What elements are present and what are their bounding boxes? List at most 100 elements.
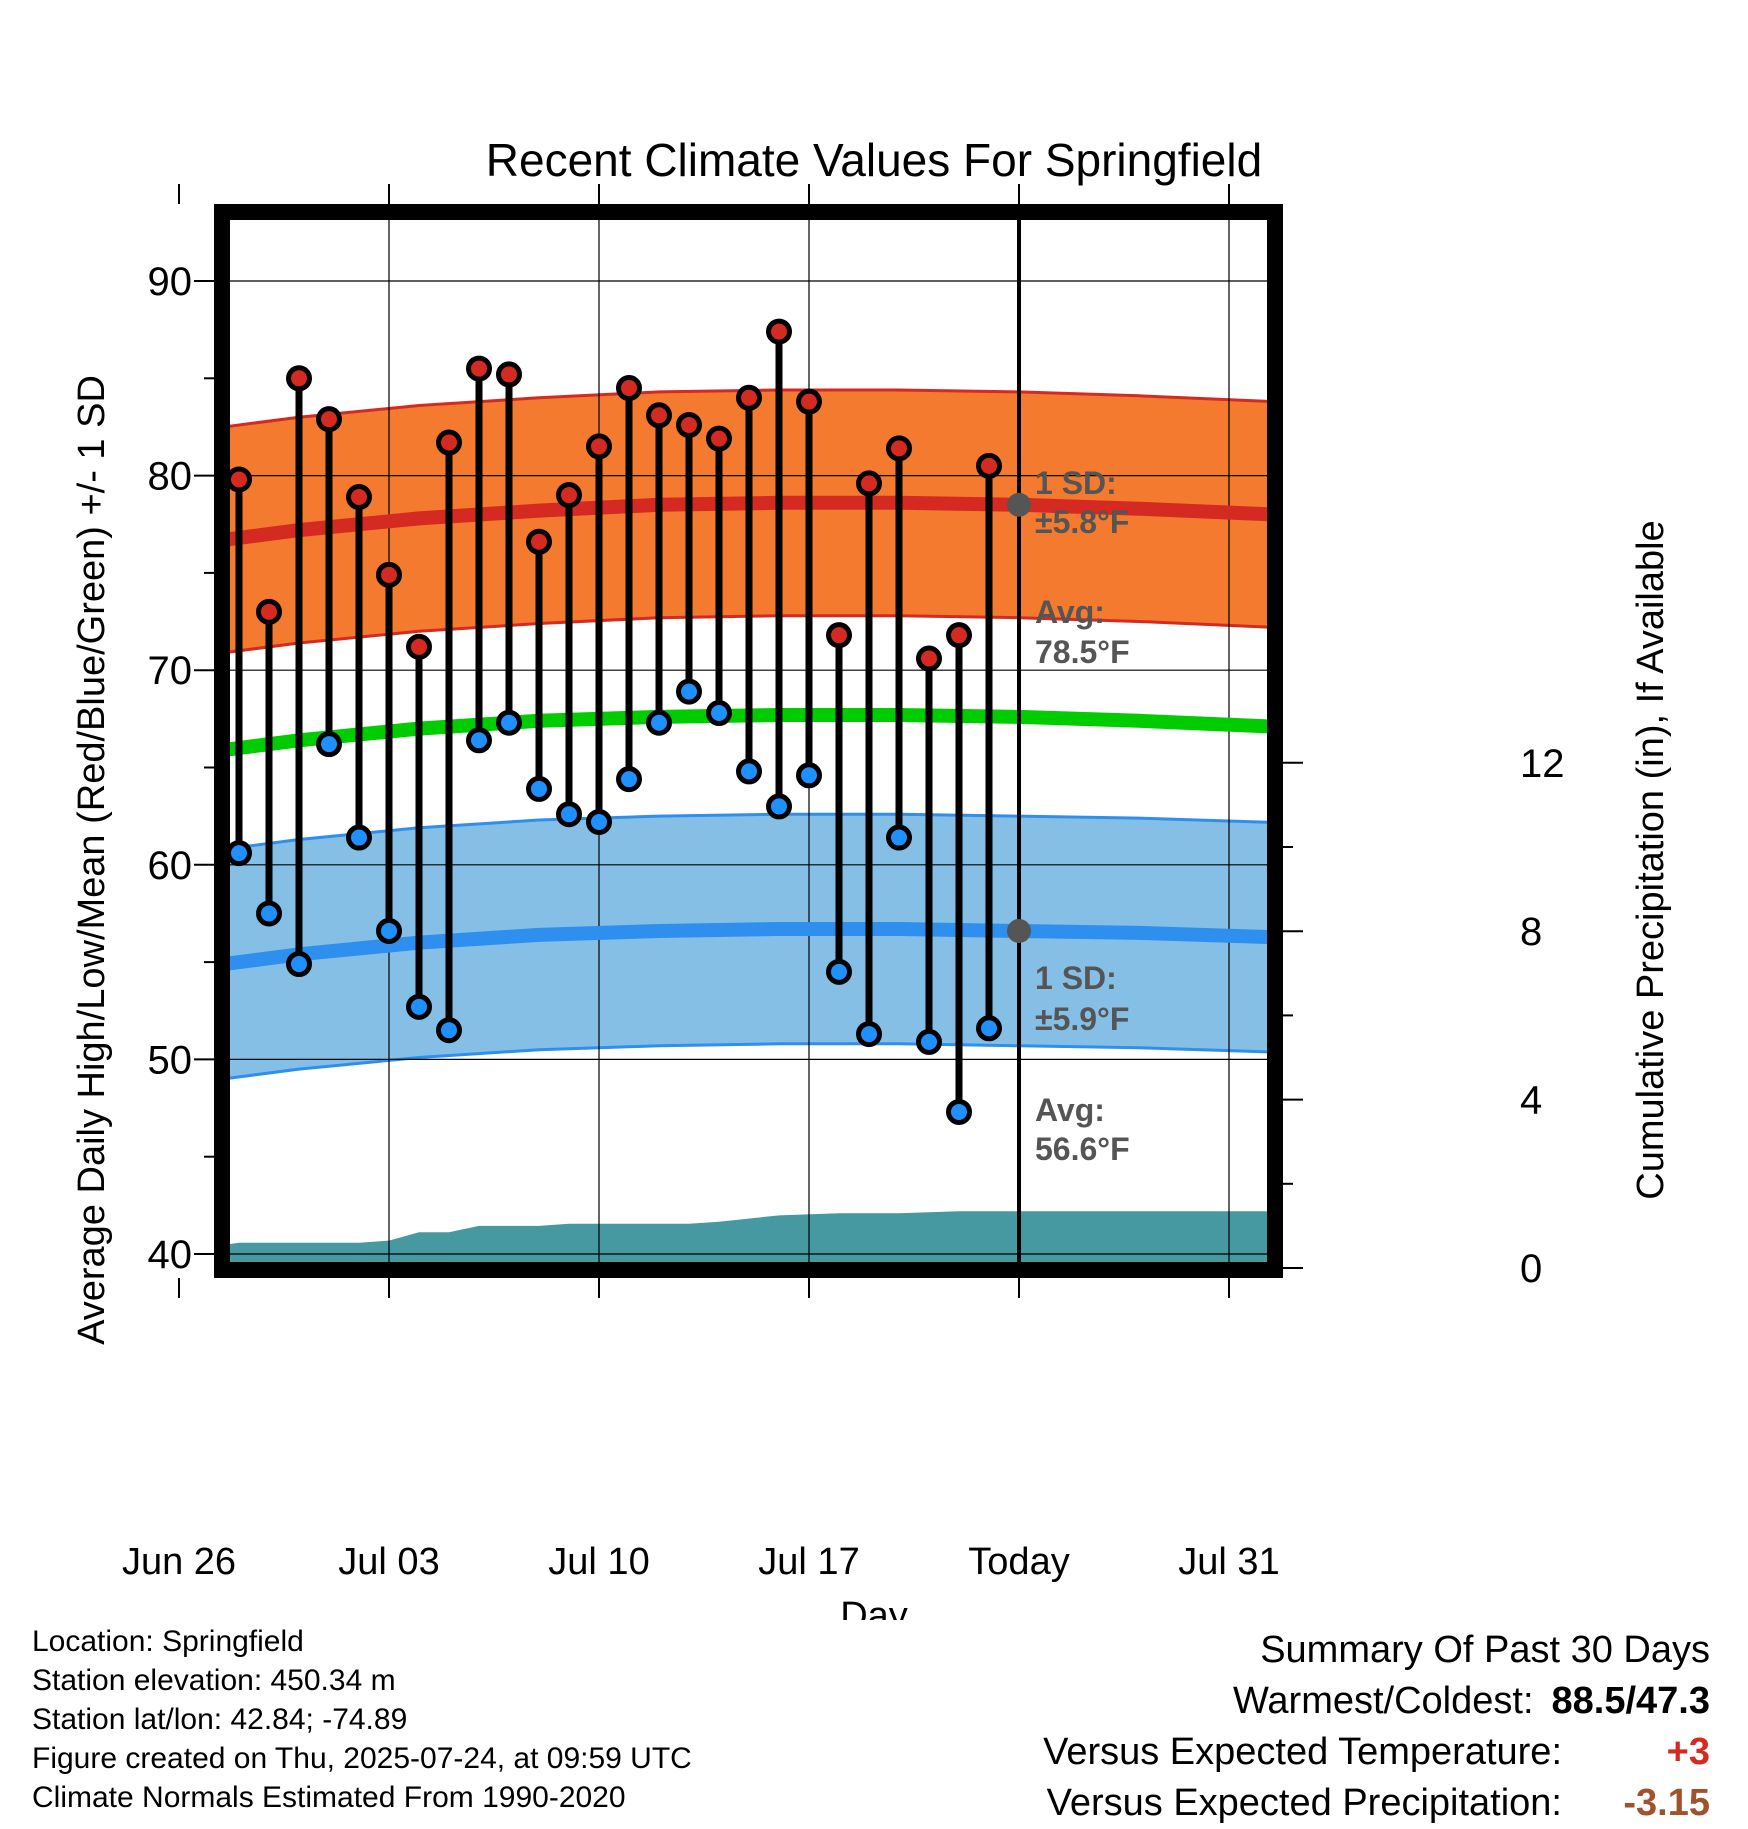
y-tick-label: 80 (148, 455, 193, 499)
daily-high-point (286, 365, 312, 392)
low-avg-value: 56.6°F (1035, 1131, 1130, 1167)
daily-low-point (886, 824, 912, 851)
y2-tick-label: 8 (1520, 910, 1542, 954)
y-tick-label: 90 (148, 260, 193, 304)
daily-low-point (916, 1028, 942, 1055)
high-avg-label: Avg: (1035, 594, 1105, 630)
low-avg-marker (1007, 918, 1031, 943)
plot-frame (214, 204, 1283, 1278)
temp-vs-expected-value: +3 (1666, 1731, 1710, 1773)
daily-high-point (976, 452, 1002, 479)
daily-high-point (586, 433, 612, 460)
daily-high-point (436, 429, 462, 456)
daily-high-point (916, 645, 942, 672)
daily-high-point (826, 622, 852, 649)
y-tick-label: 60 (148, 844, 193, 888)
low-sd-band-lower-edge (222, 1042, 1275, 1081)
precip-vs-expected-label: Versus Expected Precipitation: (1046, 1782, 1562, 1824)
daily-low-point (706, 700, 732, 727)
low-sd-band (222, 814, 1275, 1080)
warmest-coldest-value: 88.5/47.3 (1551, 1680, 1710, 1722)
daily-low-point (466, 727, 492, 754)
daily-high-point (466, 355, 492, 382)
summary-panel: Summary Of Past 30 Days Warmest/Coldest:… (1043, 1625, 1710, 1829)
daily-high-point (646, 402, 672, 429)
x-tick-label: Today (968, 1541, 1069, 1583)
daily-low-point (316, 731, 342, 758)
daily-low-point (496, 709, 522, 736)
daily-low-point (616, 766, 642, 793)
precip-vs-expected-value: -3.15 (1623, 1782, 1710, 1824)
y2-tick-label: 0 (1520, 1247, 1542, 1291)
low-sd-band-upper-edge (222, 812, 1275, 852)
daily-high-point (886, 435, 912, 462)
daily-high-point (946, 622, 972, 649)
x-axis-label: Day (840, 1595, 908, 1620)
figure-created: Figure created on Thu, 2025-07-24, at 09… (32, 1742, 692, 1775)
chart-title: Recent Climate Values For Springfield (486, 134, 1262, 186)
days-word-label: Days (1031, 1423, 1112, 1461)
daily-low-point (226, 840, 252, 867)
daily-low-point (976, 1015, 1002, 1042)
low-normal-line (222, 922, 1275, 972)
daily-low-point (556, 801, 582, 828)
low-sd-value: ±5.9°F (1035, 1001, 1129, 1037)
x-tick-label: Jun 26 (122, 1541, 236, 1583)
daily-low-point (586, 808, 612, 835)
daily-high-point (856, 470, 882, 497)
daily-low-point (856, 1021, 882, 1048)
high-avg-marker (1007, 492, 1031, 517)
y-axis-label: Average Daily High/Low/Mean (Red/Blue/Gr… (71, 375, 113, 1345)
daily-low-point (646, 709, 672, 736)
daily-high-point (736, 384, 762, 411)
daily-low-point (376, 917, 402, 944)
daily-low-point (346, 824, 372, 851)
daily-high-point (316, 406, 342, 433)
normals-period: Climate Normals Estimated From 1990-2020 (32, 1781, 626, 1814)
daily-high-point (226, 466, 252, 493)
daily-low-point (736, 758, 762, 785)
warmest-coldest-label: Warmest/Coldest: (1232, 1680, 1534, 1722)
daily-low-point (139, 728, 160, 749)
daily-high-point (526, 528, 552, 555)
station-latlon: Station lat/lon: 42.84; -74.89 (32, 1703, 408, 1736)
x-tick-label: Jul 03 (338, 1541, 439, 1583)
daily-low-point (946, 1098, 972, 1125)
station-location: Location: Springfield (32, 1625, 304, 1658)
daily-high-point (406, 633, 432, 660)
high-sd-label: 1 SD: (1035, 465, 1117, 501)
days-count-label: 30 (1031, 1383, 1069, 1421)
daily-low-point (826, 958, 852, 985)
daily-high-point (376, 561, 402, 588)
daily-low-point (766, 793, 792, 820)
daily-low-point (436, 1017, 462, 1044)
daily-high-point (556, 482, 582, 509)
daily-high-point (256, 598, 282, 625)
y-tick-label: 50 (148, 1038, 193, 1082)
mean-normal-line (222, 708, 1275, 758)
daily-high-point (109, 300, 130, 321)
x-tick-label: Jul 17 (758, 1541, 859, 1583)
summary-title: Summary Of Past 30 Days (1260, 1629, 1710, 1671)
daily-high-point (766, 318, 792, 345)
daily-low-point (676, 678, 702, 705)
x-tick-label: Jul 31 (1178, 1541, 1279, 1583)
daily-high-point (706, 425, 732, 452)
daily-high-point (616, 375, 642, 402)
daily-high-point (346, 484, 372, 511)
daily-low-point (796, 762, 822, 789)
daily-low-point (256, 900, 282, 927)
precip-area (222, 1211, 1275, 1268)
daily-high-point (796, 388, 822, 415)
x-tick-label: Jul 10 (548, 1541, 649, 1583)
station-elevation: Station elevation: 450.34 m (32, 1664, 396, 1697)
climate-chart: Recent Climate Values For Springfield 1 … (71, 134, 1672, 1620)
daily-low-point (169, 903, 190, 924)
y2-tick-label: 4 (1520, 1079, 1542, 1123)
high-sd-band-upper-edge (222, 388, 1275, 429)
daily-low-point (286, 951, 312, 978)
axes: Jun 26 Jul 03 Jul 10 Jul 17 Today Jul 31 4 0 50 6… (122, 184, 1565, 1583)
y-tick-label: 70 (148, 649, 193, 693)
y2-tick-label: 12 (1520, 742, 1565, 786)
